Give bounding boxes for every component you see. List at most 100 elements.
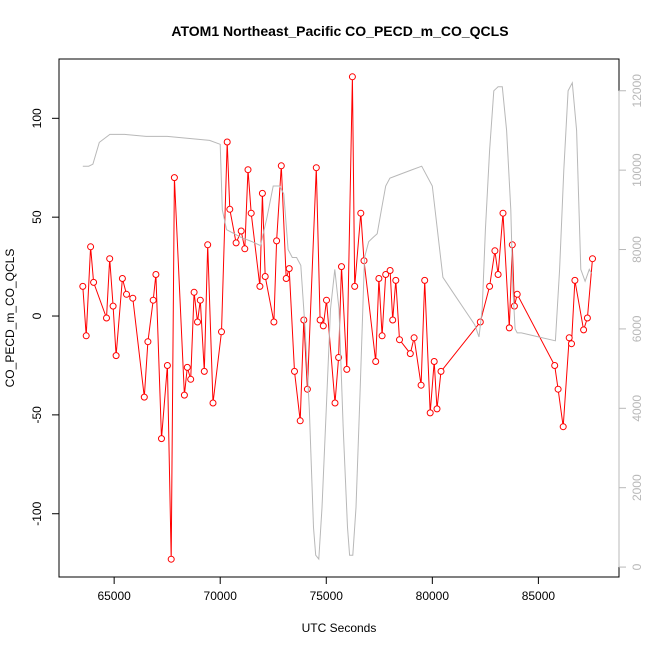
series-0-point (282, 275, 290, 282)
y-tick-label: 100 (30, 108, 44, 128)
series-0-point (386, 267, 394, 274)
series-0-point (152, 271, 160, 278)
series-0-point (338, 263, 345, 271)
series-0-point (565, 334, 573, 342)
series-0-point (396, 336, 403, 344)
series-0-point (335, 354, 343, 361)
series-0-point (389, 316, 397, 324)
series-0-point (568, 340, 575, 348)
series-0-point (551, 362, 559, 369)
series-0-point (491, 247, 499, 255)
series-0-point (375, 275, 383, 282)
series-0-point (109, 302, 117, 310)
series-0-point (580, 326, 588, 334)
series-0-point (244, 166, 252, 174)
series-0-point (223, 138, 231, 146)
series-0-point (357, 209, 365, 217)
series-0-point (87, 243, 95, 251)
series-0-point (247, 209, 255, 217)
series-0-point (372, 358, 380, 365)
y2-tick-label: 2000 (630, 474, 644, 501)
series-0-point (90, 278, 98, 286)
series-0-point (285, 265, 293, 273)
series-0-point (118, 275, 126, 282)
x-tick-label: 75000 (310, 589, 344, 603)
series-0-point (300, 316, 308, 324)
series-0-point (241, 245, 249, 253)
x-tick-label: 80000 (416, 589, 450, 603)
series-0-point (319, 322, 327, 330)
series-0-point (106, 255, 114, 263)
series-0-point (261, 273, 269, 280)
series-0-point (218, 328, 225, 336)
series-0-point (209, 399, 217, 407)
series-0-point (183, 363, 191, 371)
series-0-point (163, 362, 171, 369)
series-0-point (343, 365, 351, 373)
series-0-point (158, 435, 165, 443)
series-0-point (505, 324, 513, 332)
series-0-point (437, 367, 445, 375)
chart-title: ATOM1 Northeast_Pacific CO_PECD_m_CO_QCL… (171, 23, 508, 39)
series-0-point (170, 174, 178, 182)
series-0-point (316, 316, 324, 324)
series-0-point (167, 555, 175, 563)
y2-tick-label: 0 (630, 563, 644, 570)
series-0-point (258, 189, 266, 197)
series-0-point (351, 282, 359, 290)
y-axis-title: CO_PECD_m_CO_QCLS (3, 249, 17, 388)
series-0-point (421, 276, 429, 284)
x-tick-label: 70000 (204, 589, 238, 603)
series-1-line (82, 81, 592, 561)
series-0-point (194, 318, 201, 326)
series-0-point (123, 290, 130, 298)
series-0-line (82, 76, 593, 560)
series-0-point (103, 314, 110, 322)
series-layer (79, 73, 596, 563)
series-0-point (382, 271, 390, 278)
series-0-point (232, 239, 240, 247)
y-tick-label: 50 (30, 210, 44, 224)
series-0-point (273, 237, 281, 245)
y-axis-right: 0 2000 4000 6000 8000 10000 12000 (618, 74, 644, 570)
series-0-point (499, 209, 507, 217)
x-axis-title: UTC Seconds (302, 621, 377, 635)
y2-tick-label: 4000 (630, 395, 644, 422)
series-0-point (417, 381, 425, 389)
series-0-point (554, 385, 562, 393)
series-0-point (589, 255, 596, 263)
series-0-point (190, 288, 198, 296)
series-0-point (331, 399, 339, 407)
series-0-point (348, 73, 356, 81)
series-0-point (226, 205, 234, 213)
series-0-point (323, 296, 330, 304)
y2-tick-label: 8000 (630, 236, 644, 263)
y-tick-label: 0 (30, 312, 44, 319)
series-0-point (494, 271, 502, 278)
series-0-point (392, 276, 400, 284)
y-tick-label: -100 (30, 501, 44, 525)
series-0-point (430, 358, 438, 365)
series-0-point (200, 367, 208, 375)
series-0-point (433, 405, 441, 413)
series-0-point (180, 391, 188, 399)
series-0-point (513, 290, 521, 298)
y2-tick-label: 6000 (630, 315, 644, 342)
series-0-point (144, 338, 152, 346)
series-0-point (256, 282, 264, 290)
series-0-point (312, 164, 320, 172)
x-tick-label: 85000 (522, 589, 556, 603)
series-0-point (82, 332, 90, 340)
y2-tick-label: 12000 (630, 74, 644, 108)
y-axis-left: -100 -50 0 50 100 (30, 108, 60, 526)
series-0-point (426, 409, 434, 417)
series-0-point (196, 296, 204, 304)
series-0-point (129, 294, 137, 302)
series-0-point (112, 352, 120, 360)
series-0-point (406, 350, 414, 358)
series-0-point (79, 282, 87, 290)
series-0-point (486, 282, 494, 290)
series-0-point (378, 332, 386, 340)
series-0-point (508, 241, 516, 249)
